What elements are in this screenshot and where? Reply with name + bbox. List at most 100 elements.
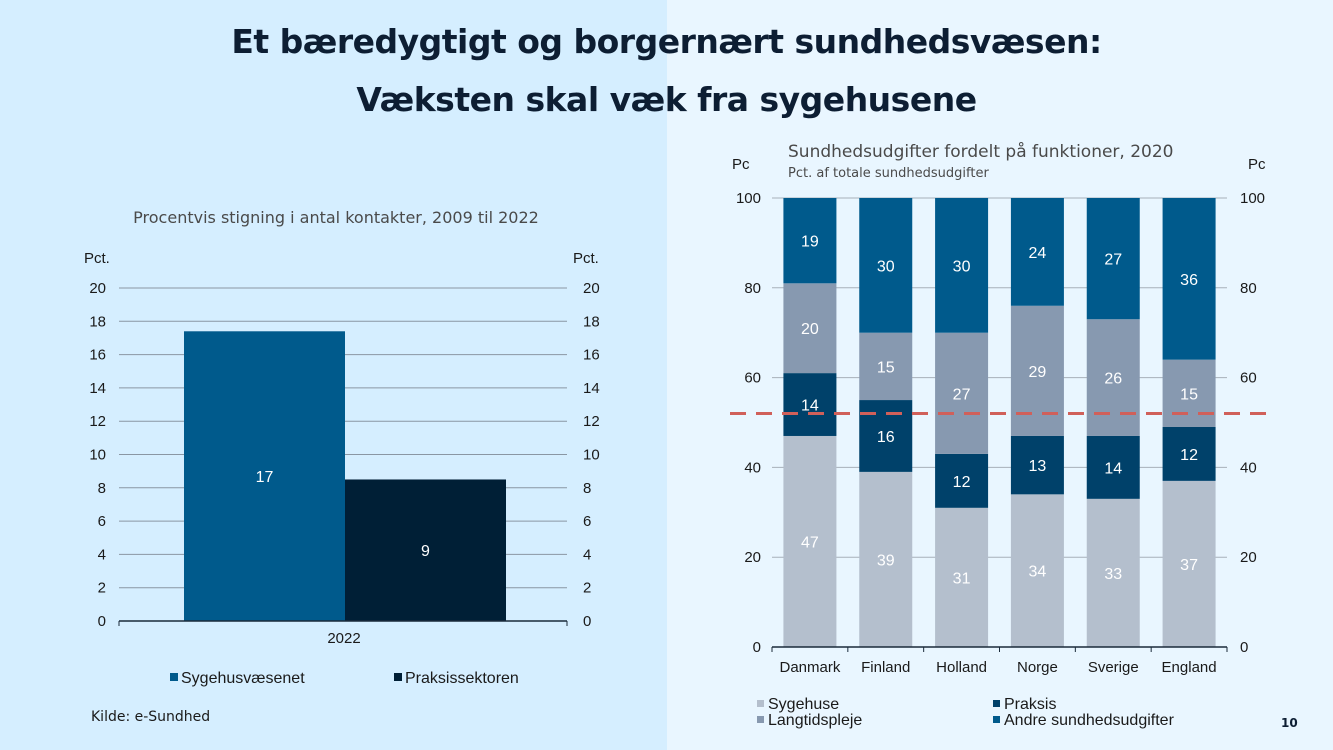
- y-tick-label-right: 0: [1240, 639, 1248, 656]
- legend-swatch-sygehuse: [757, 700, 764, 707]
- segment-value-label: 26: [1104, 371, 1122, 388]
- segment-praksis: [1162, 426, 1216, 481]
- segment-value-label: 14: [1104, 460, 1122, 477]
- legend-label-langtidspleje: Langtidspleje: [768, 712, 862, 729]
- chart2-ylabel-right: Pc: [1248, 156, 1266, 173]
- segment-sygehuse: [1010, 494, 1064, 647]
- x-category-label: Danmark: [779, 659, 840, 676]
- y-tick-label-right: 80: [1240, 280, 1257, 297]
- segment-value-label: 16: [877, 429, 895, 446]
- legend-label-sygehusvaesenet: Sygehusvæsenet: [181, 670, 305, 687]
- chart2-title: Sundhedsudgifter fordelt på funktioner, …: [788, 141, 1174, 162]
- y-tick-label-left: 6: [98, 513, 106, 530]
- page-number: 10: [1281, 716, 1298, 730]
- segment-value-label: 33: [1104, 566, 1122, 583]
- y-tick-label-right: 20: [583, 280, 600, 297]
- y-tick-label-right: 2: [583, 580, 591, 597]
- segment-value-label: 15: [877, 359, 895, 376]
- y-tick-label-right: 16: [583, 347, 600, 364]
- chart-health-spending: Sundhedsudgifter fordelt på funktioner, …: [730, 141, 1268, 729]
- slide-title-line-1: Et bæredygtigt og borgernært sundhedsvæs…: [231, 22, 1102, 61]
- segment-langtidspleje: [859, 332, 913, 401]
- segment-value-label: 30: [953, 258, 971, 275]
- segment-value-label: 19: [801, 234, 819, 251]
- x-category-label: Finland: [861, 659, 910, 676]
- segment-praksis: [783, 373, 837, 436]
- chart1-title: Procentvis stigning i antal kontakter, 2…: [133, 208, 539, 227]
- segment-value-label: 27: [953, 386, 971, 403]
- y-tick-label-left: 16: [89, 347, 106, 364]
- segment-langtidspleje: [1086, 319, 1140, 436]
- y-tick-label-left: 60: [744, 370, 761, 387]
- legend-label-sygehuse: Sygehuse: [768, 696, 839, 713]
- segment-value-label: 31: [953, 570, 971, 587]
- stacked-bar-holland: 31 12 27 30: [935, 198, 989, 647]
- segment-value-label: 12: [953, 474, 971, 491]
- y-tick-label-left: 20: [89, 280, 106, 297]
- y-tick-label-left: 0: [98, 613, 106, 630]
- segment-langtidspleje: [783, 283, 837, 374]
- segment-value-label: 20: [801, 321, 819, 338]
- y-tick-label-left: 4: [98, 546, 106, 563]
- y-tick-label-left: 0: [753, 639, 761, 656]
- segment-sygehuse: [935, 507, 989, 647]
- segment-value-label: 27: [1104, 252, 1122, 269]
- y-tick-label-right: 0: [583, 613, 591, 630]
- chart1-category-label: 2022: [327, 630, 360, 647]
- segment-value-label: 12: [1180, 447, 1198, 464]
- segment-andre-sundhedsudgifter: [783, 198, 837, 284]
- y-tick-label-left: 14: [89, 380, 106, 397]
- stacked-bar-norge: 34 13 29 24: [1010, 198, 1064, 647]
- legend-swatch-praksissektoren: [394, 673, 402, 681]
- legend-label-praksis: Praksis: [1004, 696, 1056, 713]
- y-tick-label-right: 10: [583, 447, 600, 464]
- segment-praksis: [1086, 435, 1140, 499]
- x-category-label: Sverige: [1088, 659, 1139, 676]
- segment-praksis: [935, 453, 989, 508]
- segment-value-label: 14: [801, 398, 819, 415]
- y-tick-label-left: 2: [98, 580, 106, 597]
- chart2-subtitle: Pct. af totale sundhedsudgifter: [788, 166, 989, 181]
- y-tick-label-right: 8: [583, 480, 591, 497]
- legend-swatch-andre-sundhedsudgifter: [993, 716, 1000, 723]
- y-tick-label-left: 12: [89, 413, 106, 430]
- segment-andre-sundhedsudgifter: [859, 198, 913, 333]
- y-tick-label-right: 14: [583, 380, 600, 397]
- y-tick-label-left: 40: [744, 459, 761, 476]
- chart1-legend: Sygehusvæsenet Praksissektoren: [170, 670, 519, 687]
- legend-label-andre-sundhedsudgifter: Andre sundhedsudgifter: [1004, 712, 1175, 729]
- background-right-panel: [667, 0, 1333, 750]
- segment-andre-sundhedsudgifter: [1010, 198, 1064, 306]
- legend-swatch-sygehusvaesenet: [170, 673, 178, 681]
- stacked-bar-danmark: 47 14 20 19: [783, 198, 837, 647]
- y-tick-label-right: 100: [1240, 190, 1265, 207]
- x-category-label: England: [1162, 659, 1217, 676]
- y-tick-label-right: 12: [583, 413, 600, 430]
- chart1-bars: 17 9: [184, 331, 506, 621]
- stacked-bar-finland: 39 16 15 30: [859, 198, 913, 647]
- y-tick-label-right: 60: [1240, 370, 1257, 387]
- segment-sygehuse: [1162, 480, 1216, 647]
- legend-swatch-praksis: [993, 700, 1000, 707]
- segment-value-label: 36: [1180, 272, 1198, 289]
- segment-value-label: 15: [1180, 386, 1198, 403]
- stacked-bar-sverige: 33 14 26 27: [1086, 198, 1140, 647]
- segment-andre-sundhedsudgifter: [1162, 198, 1216, 360]
- segment-langtidspleje: [1162, 359, 1216, 427]
- segment-value-label: 47: [801, 534, 819, 551]
- segment-andre-sundhedsudgifter: [935, 198, 989, 333]
- y-tick-label-left: 80: [744, 280, 761, 297]
- segment-value-label: 37: [1180, 557, 1198, 574]
- bar-value-label: 17: [256, 469, 274, 486]
- segment-praksis: [1010, 435, 1064, 495]
- segment-value-label: 39: [877, 552, 895, 569]
- y-tick-label-right: 20: [1240, 549, 1257, 566]
- segment-sygehuse: [1086, 498, 1140, 647]
- segment-sygehuse: [783, 435, 837, 647]
- bar-sygehusvæsenet: [184, 331, 345, 621]
- y-tick-label-left: 100: [736, 190, 761, 207]
- segment-andre-sundhedsudgifter: [1086, 198, 1140, 320]
- y-tick-label-left: 10: [89, 447, 106, 464]
- chart1-ticks: 0 0 2 2 4 4 6 6 8 8 10 10 12 12 14 14 16 16 18 18 20 20: [89, 280, 599, 630]
